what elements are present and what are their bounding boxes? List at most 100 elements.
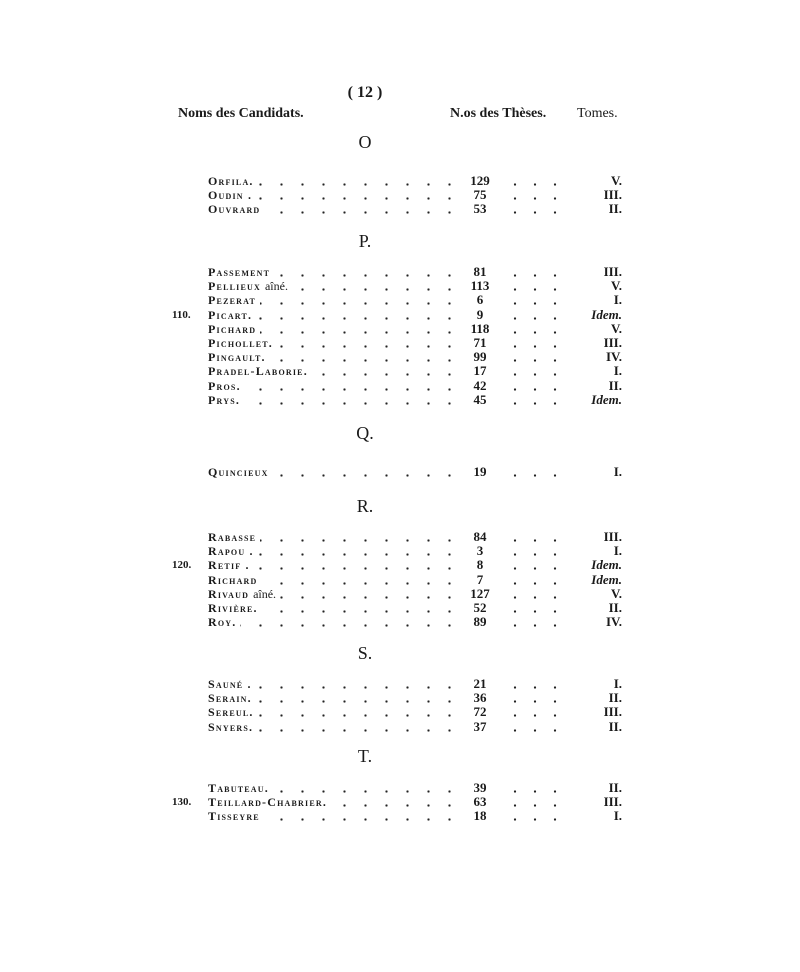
dot-leader — [505, 553, 565, 557]
tome: II. — [608, 690, 622, 706]
name-text: Roy. — [208, 615, 237, 630]
tome: V. — [611, 585, 622, 601]
name-qualifier: aîné. — [264, 279, 288, 294]
dot-leader — [505, 790, 565, 793]
tome: Idem. — [591, 571, 622, 587]
list-item: Orfila. 129 V. — [170, 174, 622, 188]
header-theses: N.os des Thèses. — [450, 106, 547, 121]
list-item: Passement 81 III. — [170, 265, 622, 279]
candidate-name: Passement — [208, 265, 275, 279]
list-item: Rivaud aîné. 127 V. — [170, 585, 622, 601]
candidate-name: Pros. — [208, 378, 245, 393]
tome: V. — [611, 320, 622, 336]
thesis-number: 71 — [473, 335, 487, 350]
dot-leader — [210, 373, 460, 377]
dot-leader — [505, 474, 565, 477]
tome: III. — [603, 704, 622, 720]
list-item: Sereul. 72 III. — [170, 704, 622, 720]
dot-leader — [505, 714, 565, 718]
dot-leader — [505, 581, 565, 585]
list-item: Roy. 89 IV. — [170, 615, 622, 630]
row-count: 130. — [172, 796, 192, 809]
dot-leader — [210, 790, 460, 793]
list-item: Ouvrard 53 II. — [170, 201, 622, 217]
dot-leader — [210, 274, 460, 277]
thesis-number: 6 — [476, 292, 484, 308]
list-item: Rapou . 3 I. — [170, 543, 622, 559]
list-item: Oudin . 75 III. — [170, 187, 622, 203]
candidate-name: Serain. — [208, 691, 256, 706]
dot-leader — [210, 728, 460, 732]
dot-leader — [210, 700, 460, 704]
candidate-name: Snyers. — [208, 719, 258, 734]
thesis-number: 127 — [470, 585, 490, 601]
tome: I. — [613, 543, 622, 559]
name-text: Snyers. — [208, 719, 254, 734]
candidate-name: Pichard — [208, 321, 261, 336]
thesis-number: 36 — [473, 690, 487, 706]
dot-leader — [505, 728, 565, 732]
dot-leader — [505, 316, 565, 320]
dot-leader — [505, 330, 565, 334]
thesis-number: 113 — [470, 278, 490, 294]
candidate-name: Prys. — [208, 392, 245, 407]
thesis-number: 39 — [473, 780, 487, 795]
dot-leader — [505, 567, 565, 571]
tome: I. — [613, 363, 622, 379]
thesis-number: 99 — [473, 349, 487, 365]
dot-leader — [210, 581, 460, 585]
name-text: Pezerat — [208, 293, 257, 308]
dot-leader — [505, 686, 565, 689]
tome: V. — [611, 278, 622, 294]
list-item: Snyers. 37 II. — [170, 718, 622, 734]
name-text: Richard — [208, 572, 258, 587]
name-text: Pichard — [208, 321, 257, 336]
tome: Idem. — [591, 306, 622, 322]
name-text: Rivière. — [208, 601, 258, 615]
name-text: Picart. — [208, 307, 253, 322]
thesis-number: 63 — [473, 794, 487, 810]
dot-leader — [505, 197, 565, 201]
candidate-name: Sereul. — [208, 705, 258, 720]
dot-leader — [210, 197, 460, 201]
list-item: Pichard 118 V. — [170, 320, 622, 336]
section-letter: Q. — [356, 423, 374, 443]
row-count: 110. — [172, 308, 191, 321]
dot-leader — [505, 288, 565, 292]
thesis-number: 53 — [473, 201, 487, 217]
candidate-name: Orfila. — [208, 174, 258, 188]
thesis-number: 81 — [473, 264, 487, 279]
thesis-number: 52 — [473, 600, 487, 615]
name-text: Quincieux — [208, 465, 269, 479]
tome: II. — [608, 600, 622, 615]
name-text: Prys. — [208, 392, 241, 407]
dot-leader — [505, 274, 565, 277]
candidate-name: Sauné . — [208, 677, 256, 691]
tome: I. — [613, 292, 622, 308]
candidate-name: Retif . — [208, 558, 254, 573]
tome: II. — [608, 718, 622, 734]
thesis-number: 7 — [476, 571, 484, 587]
name-text: Rapou . — [208, 544, 254, 559]
dot-leader — [505, 539, 565, 542]
name-text: Rivaud — [208, 586, 250, 601]
name-text: Pradel-Laborie. — [208, 364, 308, 379]
tome: Idem. — [591, 391, 622, 407]
thesis-number: 8 — [476, 557, 484, 573]
thesis-number: 45 — [473, 391, 487, 407]
dot-leader — [210, 330, 460, 334]
list-item: Pingault. 99 IV. — [170, 349, 622, 365]
name-text: Tisseyre — [208, 809, 260, 824]
dot-leader — [505, 624, 565, 628]
name-text: Serain. — [208, 691, 252, 706]
tome: III. — [603, 335, 622, 350]
dot-leader — [210, 359, 460, 363]
header-names: Noms des Candidats. — [178, 106, 304, 121]
thesis-number: 18 — [473, 808, 487, 824]
name-text: Oudin . — [208, 188, 253, 203]
name-text: Teillard-Chabrier. — [208, 795, 328, 810]
tome: III. — [603, 187, 622, 203]
list-item: Sauné . 21 I. — [170, 677, 622, 691]
page-number: ( 12 ) — [347, 84, 383, 101]
thesis-number: 17 — [473, 363, 487, 379]
